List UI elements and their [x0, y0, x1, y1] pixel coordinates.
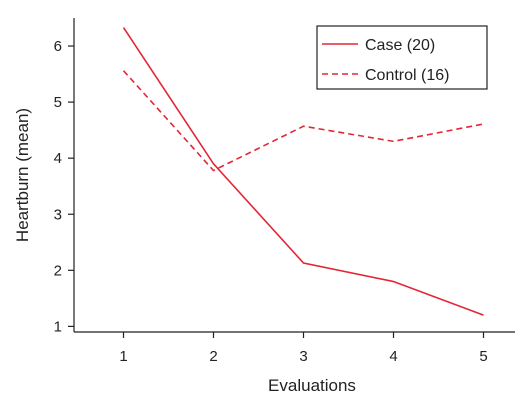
- y-tick-label: 1: [54, 318, 62, 335]
- legend-label-case: Case (20): [365, 37, 435, 54]
- series-line-case: [122, 27, 484, 316]
- series-line-control: [122, 70, 484, 172]
- plot-area: 1 2 3 4 5 6 1 2 3 4 5: [54, 18, 515, 365]
- series-group: [122, 27, 484, 316]
- x-tick-label: 1: [119, 348, 127, 365]
- y-ticks: 1 2 3 4 5 6: [54, 38, 74, 335]
- legend: Case (20) Control (16): [316, 25, 488, 90]
- x-axis-title: Evaluations: [268, 376, 356, 395]
- x-tick-label: 4: [389, 348, 397, 365]
- x-tick-label: 2: [209, 348, 217, 365]
- x-tick-label: 5: [479, 348, 487, 365]
- legend-label-control: Control (16): [365, 67, 449, 84]
- y-tick-label: 3: [54, 206, 62, 223]
- y-tick-label: 6: [54, 38, 62, 55]
- y-tick-label: 5: [54, 94, 62, 111]
- y-tick-label: 4: [54, 150, 62, 167]
- y-axis-title: Heartburn (mean): [13, 108, 32, 242]
- x-ticks: 1 2 3 4 5: [119, 332, 488, 365]
- y-tick-label: 2: [54, 262, 62, 279]
- x-tick-label: 3: [299, 348, 307, 365]
- legend-box: [316, 25, 488, 90]
